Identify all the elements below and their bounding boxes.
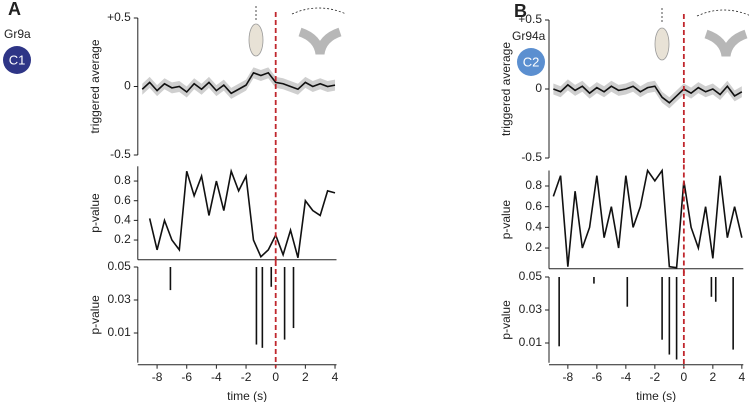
y-tick-label: 0.2 <box>114 232 131 246</box>
x-tick-label: 4 <box>739 370 746 384</box>
x-tick-label: 0 <box>272 370 279 384</box>
y-tick-label: 0.4 <box>114 213 131 227</box>
y-tick-label: 0.6 <box>525 199 542 213</box>
larva-icons-b <box>654 8 749 61</box>
y-tick-label: +0.5 <box>518 12 542 26</box>
x-tick-label: -6 <box>592 370 603 384</box>
panel-letter: B <box>514 1 527 21</box>
y-tick-label: -0.5 <box>521 150 542 164</box>
y-tick-label: 0.05 <box>519 269 543 283</box>
data-line <box>141 71 336 95</box>
x-tick-label: 2 <box>710 370 717 384</box>
x-tick-label: -4 <box>621 370 632 384</box>
y-tick-label: 0 <box>124 79 131 93</box>
y-axis-label: triggered average <box>88 39 102 133</box>
y-tick-label: 0.01 <box>519 335 543 349</box>
x-tick-label: 4 <box>332 370 339 384</box>
error-band <box>553 79 742 109</box>
x-tick-label: -4 <box>211 370 222 384</box>
x-tick-label: -2 <box>241 370 252 384</box>
y-tick-label: 0.4 <box>525 220 542 234</box>
y-tick-label: 0.03 <box>519 302 543 316</box>
error-band <box>142 67 336 99</box>
cluster-label: C2 <box>523 54 540 69</box>
x-tick-label: 2 <box>302 370 309 384</box>
y-axis-label: p-value <box>88 295 102 335</box>
panel-letter: A <box>8 0 21 19</box>
x-tick-label: -8 <box>152 370 163 384</box>
y-axis-label: triggered average <box>499 42 513 136</box>
data-line <box>553 83 743 104</box>
data-line <box>552 168 743 269</box>
genotype: Gr94a <box>512 29 546 43</box>
y-tick-label: 0.01 <box>107 325 131 339</box>
y-tick-label: 0 <box>535 81 542 95</box>
x-axis-label: time (s) <box>227 389 267 402</box>
y-tick-label: 0.8 <box>114 173 131 187</box>
y-tick-label: 0.6 <box>114 193 131 207</box>
x-tick-label: 0 <box>681 370 688 384</box>
y-tick-label: 0.2 <box>525 240 542 254</box>
cluster-badge <box>517 48 545 76</box>
cluster-label: C1 <box>9 52 26 67</box>
y-axis-label: p-value <box>499 300 513 340</box>
cluster-badge <box>3 46 31 74</box>
y-tick-label: 0.03 <box>107 292 131 306</box>
x-tick-label: -6 <box>181 370 192 384</box>
y-tick-label: +0.5 <box>107 10 131 24</box>
y-axis-label: p-value <box>88 193 102 233</box>
y-tick-label: 0.8 <box>525 178 542 192</box>
y-tick-label: 0.05 <box>107 259 131 273</box>
genotype: Gr9a <box>4 27 31 41</box>
x-tick-label: -8 <box>563 370 574 384</box>
y-axis-label: p-value <box>499 200 513 240</box>
data-line <box>148 168 336 259</box>
x-axis-label: time (s) <box>636 389 676 402</box>
x-tick-label: -2 <box>650 370 661 384</box>
y-tick-label: -0.5 <box>110 147 131 161</box>
larva-icons-a <box>248 6 347 57</box>
